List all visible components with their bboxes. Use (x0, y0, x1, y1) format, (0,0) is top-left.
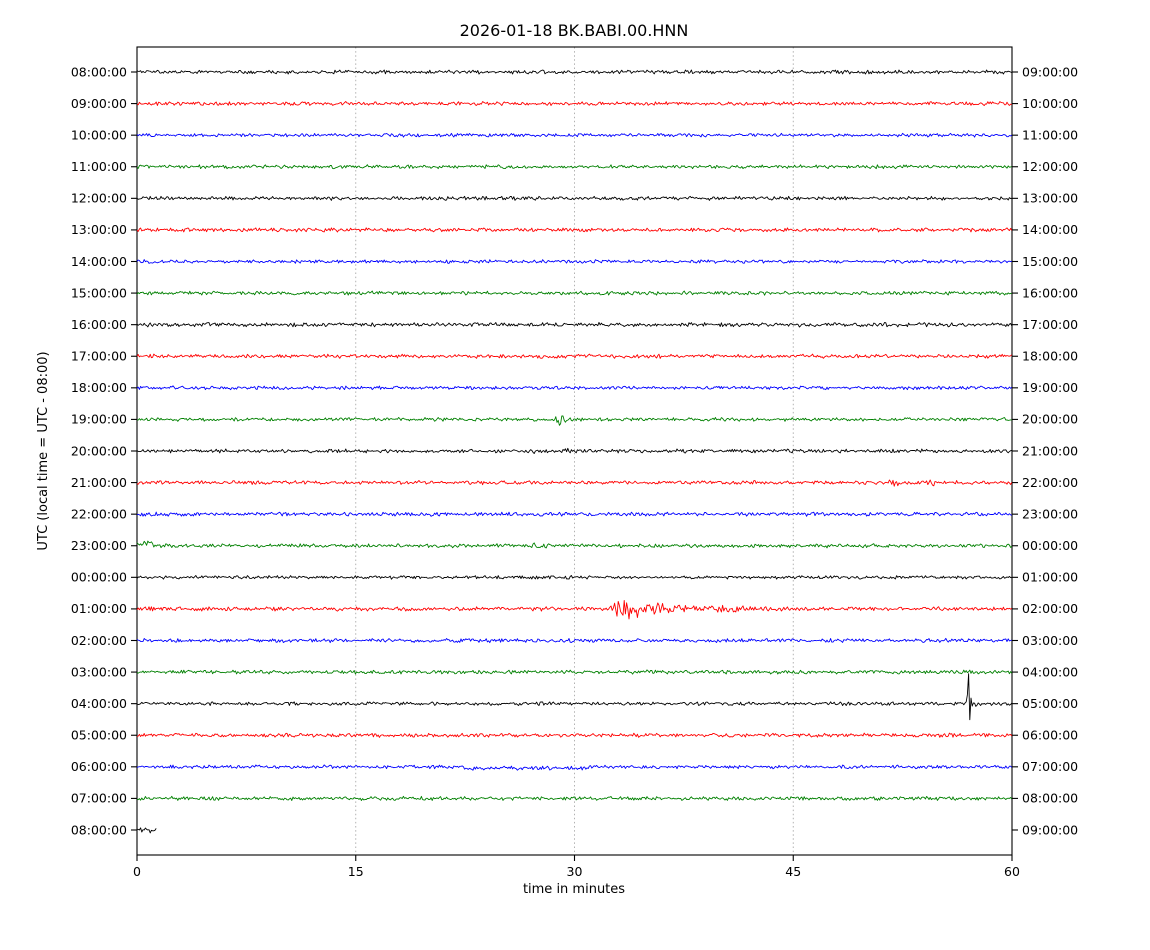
utc-time-label: 02:00:00 (71, 633, 127, 648)
local-time-label: 11:00:00 (1022, 127, 1078, 142)
trace-row-15 (136, 540, 1013, 549)
local-time-label: 17:00:00 (1022, 317, 1078, 332)
trace-row-9 (136, 353, 1013, 359)
utc-time-label: 04:00:00 (71, 696, 127, 711)
utc-time-label: 18:00:00 (71, 380, 127, 395)
local-time-label: 09:00:00 (1022, 64, 1078, 79)
local-time-label: 02:00:00 (1022, 601, 1078, 616)
utc-time-label: 20:00:00 (71, 443, 127, 458)
local-time-label: 06:00:00 (1022, 728, 1078, 743)
utc-time-label: 06:00:00 (71, 759, 127, 774)
trace-row-2 (136, 132, 1013, 138)
x-axis: 0 15 30 45 60 (133, 855, 1020, 879)
trace-row-21 (136, 732, 1013, 738)
utc-time-label: 12:00:00 (71, 191, 127, 206)
local-time-label: 18:00:00 (1022, 349, 1078, 364)
local-time-label: 12:00:00 (1022, 159, 1078, 174)
trace-row-17 (136, 600, 1013, 620)
grid-lines (355, 47, 794, 855)
local-time-label: 05:00:00 (1022, 696, 1078, 711)
utc-time-label: 08:00:00 (71, 822, 127, 837)
trace-row-18 (136, 637, 1012, 644)
x-tick-label: 45 (785, 864, 801, 879)
utc-time-label: 00:00:00 (71, 570, 127, 585)
local-time-label: 03:00:00 (1022, 633, 1078, 648)
trace-row-7 (136, 290, 1012, 296)
local-time-label: 21:00:00 (1022, 443, 1078, 458)
trace-row-6 (136, 259, 1012, 264)
x-tick-label: 60 (1004, 864, 1020, 879)
y-axis-label: UTC (local time = UTC - 08:00) (36, 351, 51, 550)
local-time-label: 09:00:00 (1022, 822, 1078, 837)
utc-time-label: 23:00:00 (71, 538, 127, 553)
utc-time-label: 19:00:00 (71, 412, 127, 427)
utc-time-label: 21:00:00 (71, 475, 127, 490)
utc-time-label: 09:00:00 (71, 96, 127, 111)
local-time-label: 14:00:00 (1022, 222, 1078, 237)
x-axis-label: time in minutes (523, 882, 625, 897)
utc-time-label: 11:00:00 (71, 159, 127, 174)
trace-row-5 (136, 227, 1013, 233)
utc-time-label: 14:00:00 (71, 254, 127, 269)
trace-row-23 (136, 795, 1013, 801)
trace-row-24 (136, 827, 157, 834)
utc-time-label: 03:00:00 (71, 664, 127, 679)
trace-row-22 (136, 764, 1013, 771)
trace-row-12 (136, 447, 1012, 454)
trace-row-19 (136, 669, 1013, 675)
x-tick-label: 30 (567, 864, 583, 879)
trace-row-20 (136, 673, 1013, 721)
local-time-label: 00:00:00 (1022, 538, 1078, 553)
local-time-label: 10:00:00 (1022, 96, 1078, 111)
x-tick-label: 0 (133, 864, 141, 879)
utc-time-label: 07:00:00 (71, 791, 127, 806)
trace-row-16 (136, 575, 1012, 580)
utc-time-label: 15:00:00 (71, 285, 127, 300)
local-time-label: 15:00:00 (1022, 254, 1078, 269)
utc-time-label: 05:00:00 (71, 728, 127, 743)
utc-time-label: 13:00:00 (71, 222, 127, 237)
utc-time-label: 10:00:00 (71, 127, 127, 142)
local-time-label: 20:00:00 (1022, 412, 1078, 427)
local-time-label: 04:00:00 (1022, 664, 1078, 679)
trace-row-3 (136, 164, 1012, 170)
local-time-label: 01:00:00 (1022, 570, 1078, 585)
trace-row-14 (136, 511, 1013, 517)
utc-time-label: 01:00:00 (71, 601, 127, 616)
trace-row-10 (136, 385, 1013, 391)
utc-time-label: 08:00:00 (71, 64, 127, 79)
local-time-label: 08:00:00 (1022, 791, 1078, 806)
utc-time-label: 16:00:00 (71, 317, 127, 332)
trace-row-1 (136, 101, 1012, 107)
local-time-label: 13:00:00 (1022, 191, 1078, 206)
trace-rows: 08:00:00 09:00:00 09:00:00 10:00:00 10:00:00… (71, 64, 1078, 837)
local-time-label: 16:00:00 (1022, 285, 1078, 300)
x-tick-label: 15 (348, 864, 364, 879)
local-time-label: 23:00:00 (1022, 506, 1078, 521)
local-time-label: 07:00:00 (1022, 759, 1078, 774)
trace-row-8 (136, 321, 1013, 328)
utc-time-label: 17:00:00 (71, 349, 127, 364)
trace-row-0 (136, 69, 1013, 75)
utc-time-label: 22:00:00 (71, 506, 127, 521)
local-time-label: 19:00:00 (1022, 380, 1078, 395)
trace-row-4 (136, 195, 1012, 201)
trace-row-11 (136, 415, 1012, 426)
trace-row-13 (136, 479, 1013, 487)
chart-title: 2026-01-18 BK.BABI.00.HNN (460, 21, 689, 40)
local-time-label: 22:00:00 (1022, 475, 1078, 490)
